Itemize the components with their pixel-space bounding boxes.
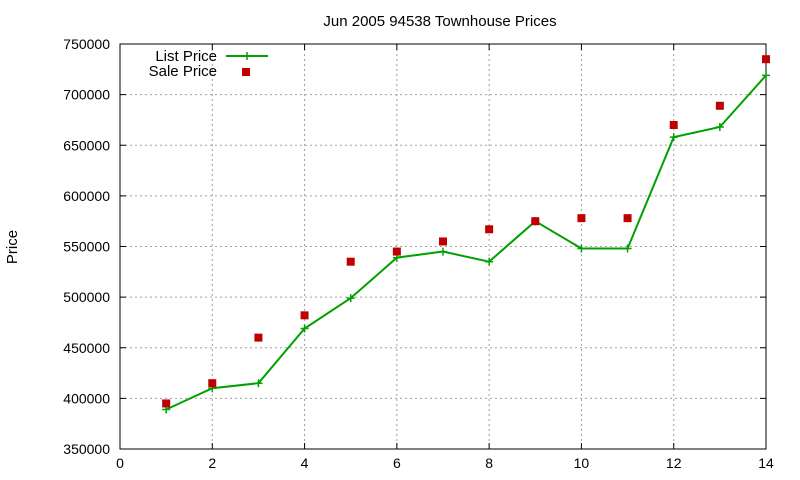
x-tick-label: 12	[666, 455, 682, 471]
list-price-point	[623, 244, 632, 253]
sale-price-point	[669, 121, 678, 129]
legend: List Price Sale Price	[149, 48, 268, 80]
list-price-point	[346, 294, 355, 303]
list-price-point	[254, 379, 263, 388]
sale-price-point	[715, 101, 724, 110]
y-tick-label: 350000	[63, 441, 110, 457]
x-tick-label: 14	[758, 455, 774, 471]
y-tick-label: 550000	[63, 239, 110, 255]
list-price-line	[165, 74, 767, 411]
sale-price-point	[208, 379, 217, 388]
list-price-point	[485, 257, 494, 266]
y-tick-label: 750000	[63, 36, 110, 52]
sale-price-point	[439, 237, 447, 246]
list-price-point	[577, 244, 586, 253]
chart-title: Jun 2005 94538 Townhouse Prices	[323, 13, 556, 30]
list-price-point	[762, 71, 770, 80]
legend-marker-list-price	[243, 52, 251, 60]
sale-price-point	[623, 214, 632, 223]
series	[162, 55, 770, 414]
sale-price-point	[577, 214, 586, 223]
legend-marker-sale-price	[242, 68, 250, 76]
sale-price-point	[531, 217, 540, 226]
sale-price-point	[392, 247, 401, 256]
y-tick-label: 400000	[63, 390, 110, 406]
sale-price-point	[300, 311, 309, 320]
sale-price-point	[162, 399, 171, 408]
x-tick-label: 4	[301, 455, 309, 471]
y-tick-label: 650000	[63, 137, 110, 153]
x-tick-label: 2	[208, 455, 216, 471]
x-tick-label: 6	[393, 455, 401, 471]
list-price-point	[669, 133, 678, 142]
y-tick-label: 700000	[63, 87, 110, 103]
sale-price-point	[485, 225, 494, 234]
y-tick-label: 500000	[63, 289, 110, 305]
y-tick-label: 450000	[63, 340, 110, 356]
sale-price-point	[254, 333, 263, 342]
y-tick-label: 600000	[63, 188, 110, 204]
sale-price-point	[346, 257, 355, 266]
list-price-point	[715, 123, 724, 132]
x-tick-label: 10	[574, 455, 590, 471]
list-price-point	[439, 247, 447, 256]
legend-label-list-price: List Price	[155, 48, 217, 65]
x-tick-label: 0	[116, 455, 124, 471]
legend-label-sale-price: Sale Price	[149, 63, 217, 80]
axis-ticks: 0 2 4 6 8 10 12 14 350000 400000 450000 500000 55000…	[63, 36, 774, 471]
sale-price-point	[762, 55, 770, 64]
x-tick-label: 8	[485, 455, 493, 471]
list-price-point	[300, 324, 309, 333]
y-axis-label: Price	[4, 230, 21, 264]
